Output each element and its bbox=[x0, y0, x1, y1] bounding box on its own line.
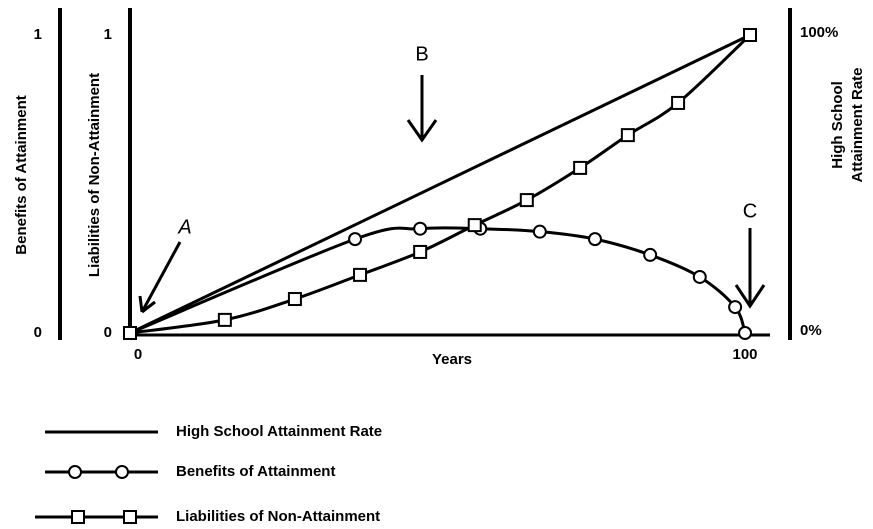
series-line bbox=[129, 33, 751, 335]
y2-tick-label: 0% bbox=[800, 322, 822, 339]
square-marker bbox=[573, 160, 588, 175]
arrow-b bbox=[406, 75, 438, 143]
y2-axis-label: High School bbox=[829, 81, 846, 169]
square-marker bbox=[467, 218, 482, 233]
arrow-c bbox=[734, 228, 766, 309]
legend-label: Benefits of Attainment bbox=[176, 463, 335, 480]
square-marker bbox=[353, 267, 368, 282]
circle-marker bbox=[348, 232, 363, 247]
square-marker bbox=[123, 326, 137, 340]
legend-marker bbox=[123, 510, 137, 524]
legend-label: High School Attainment Rate bbox=[176, 423, 382, 440]
y-tick-label: 0 bbox=[104, 324, 112, 341]
y-tick-label: 1 bbox=[104, 26, 112, 43]
annotation: B bbox=[415, 43, 428, 65]
square-marker bbox=[743, 28, 757, 42]
y-tick-label: 0 bbox=[34, 324, 42, 341]
square-marker bbox=[620, 128, 635, 143]
annotation: C bbox=[743, 200, 757, 222]
circle-marker bbox=[532, 224, 547, 239]
y-tick-label: 1 bbox=[34, 26, 42, 43]
legend-marker bbox=[71, 510, 85, 524]
circle-marker bbox=[738, 326, 753, 340]
circle-marker bbox=[692, 269, 707, 284]
annotation: A bbox=[177, 216, 191, 238]
annotation-arrows bbox=[138, 75, 766, 314]
circle-marker bbox=[728, 300, 743, 315]
y-axis-label: Benefits of Attainment bbox=[13, 95, 30, 254]
legend-label: Liabilities of Non-Attainment bbox=[176, 508, 380, 525]
square-marker bbox=[671, 95, 686, 110]
legend-marker bbox=[115, 465, 129, 479]
arrow-a bbox=[138, 241, 182, 314]
circle-marker bbox=[413, 221, 428, 236]
y-axis-label: Liabilities of Non-Attainment bbox=[86, 73, 103, 277]
square-marker bbox=[217, 312, 232, 327]
x-axis-label: Years bbox=[432, 351, 472, 368]
x-tick-label: 100 bbox=[732, 346, 757, 363]
circle-marker bbox=[643, 247, 658, 262]
axes bbox=[58, 8, 792, 340]
square-marker bbox=[287, 292, 302, 307]
x-tick-label: 0 bbox=[134, 346, 142, 363]
square-marker bbox=[413, 244, 428, 259]
y2-tick-label: 100% bbox=[800, 24, 838, 41]
y2-axis-label: Attainment Rate bbox=[849, 67, 866, 182]
square-marker bbox=[519, 193, 534, 208]
legend-marker bbox=[68, 465, 82, 479]
circle-marker bbox=[588, 232, 602, 247]
